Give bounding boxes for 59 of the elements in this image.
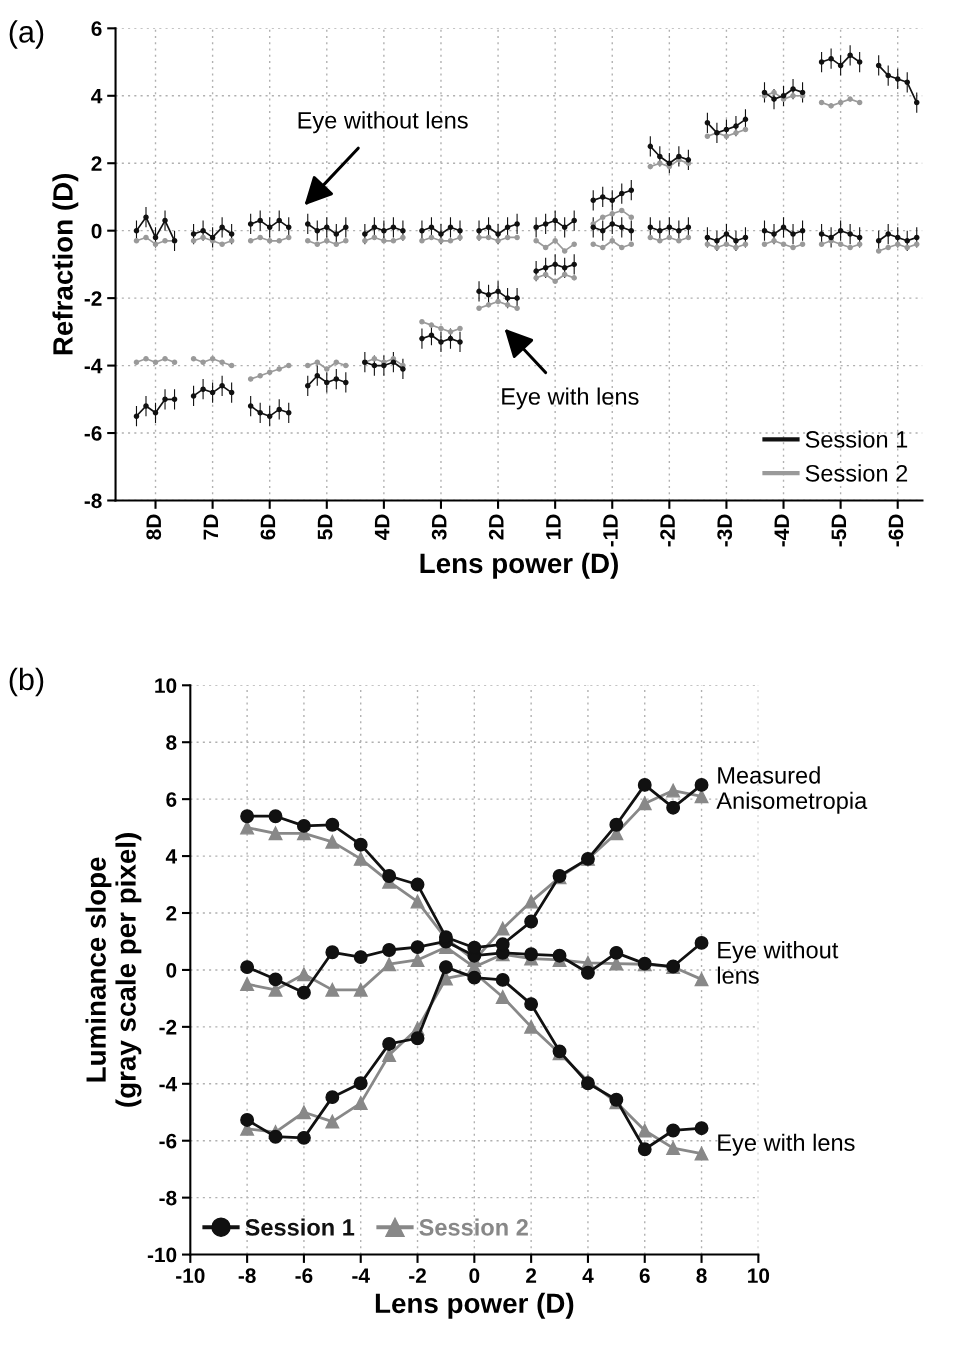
- x-tick-label: 2D: [488, 514, 504, 540]
- x-tick-label: 8: [696, 1268, 707, 1284]
- x-tick-label: 4: [582, 1268, 594, 1283]
- x-tick-label: 6D: [260, 514, 276, 540]
- y-tick-label: 4: [165, 849, 178, 864]
- x-tick-label: -10: [176, 1268, 205, 1284]
- y-tick-label: -4: [84, 358, 103, 374]
- y-tick-label: 6: [91, 21, 102, 37]
- x-tick-label: -4: [352, 1268, 370, 1283]
- y-tick-label: -6: [159, 1133, 177, 1149]
- x-tick-label: 10: [748, 1268, 770, 1284]
- x-tick-label: 7D: [203, 514, 218, 540]
- y-tick-label: -2: [159, 1019, 177, 1035]
- x-tick-label: -6D: [888, 514, 904, 547]
- y-tick-label: -6: [84, 426, 102, 441]
- x-tick-label: -2D: [660, 514, 675, 547]
- y-axis-title: Luminance slope (gray scale per pixel): [85, 833, 142, 1107]
- y-tick-label: -10: [147, 1247, 177, 1263]
- y-axis-title: Refraction (D): [52, 173, 79, 355]
- annotation: Eye with lens: [718, 1133, 855, 1156]
- text: (a): [9, 20, 44, 49]
- y-tick-label: 6: [166, 792, 177, 807]
- legend-label: Session 1: [805, 430, 908, 448]
- x-tick-label: 6: [639, 1268, 650, 1284]
- x-tick-label: 3D: [431, 514, 447, 540]
- x-tick-label: 2: [526, 1268, 537, 1283]
- x-tick-label: -6: [295, 1268, 313, 1284]
- y-tick-label: 0: [91, 223, 102, 239]
- y-tick-label: -4: [159, 1077, 178, 1092]
- x-tick-label: -8: [238, 1268, 256, 1284]
- x-tick-label: -4D: [774, 514, 789, 547]
- annotation: Measured Anisometropia: [716, 766, 868, 814]
- x-tick-label: -5D: [831, 514, 847, 547]
- y-tick-label: 2: [91, 156, 102, 171]
- y-tick-label: -8: [159, 1190, 177, 1206]
- y-tick-label: -8: [84, 493, 102, 509]
- annotation: Eye without lens: [717, 941, 839, 984]
- text: (b): [9, 667, 44, 697]
- x-axis-title: Lens power (D): [375, 1292, 574, 1319]
- x-tick-label: 1D: [546, 514, 561, 539]
- x-tick-label: -1D: [603, 514, 618, 547]
- legend-label: Session 1: [245, 1218, 355, 1236]
- x-tick-label: 8D: [146, 514, 162, 540]
- y-tick-label: 0: [166, 962, 177, 978]
- x-tick-label: 0: [469, 1268, 480, 1284]
- x-tick-label: 4D: [374, 514, 390, 540]
- x-tick-label: -2: [409, 1268, 426, 1283]
- x-axis-title: Lens power (D): [420, 552, 618, 579]
- annotation: Eye without lens: [298, 111, 468, 134]
- y-tick-label: -2: [84, 291, 102, 306]
- legend-label: Session 2: [419, 1218, 528, 1236]
- y-tick-label: 8: [166, 735, 177, 750]
- y-tick-label: 10: [155, 678, 177, 694]
- legend-label: Session 2: [805, 464, 908, 482]
- y-tick-label: 2: [166, 906, 177, 921]
- x-tick-label: -3D: [717, 514, 733, 547]
- annotation: Eye with lens: [502, 387, 639, 410]
- x-tick-label: 5D: [317, 514, 333, 540]
- y-tick-label: 4: [91, 89, 103, 104]
